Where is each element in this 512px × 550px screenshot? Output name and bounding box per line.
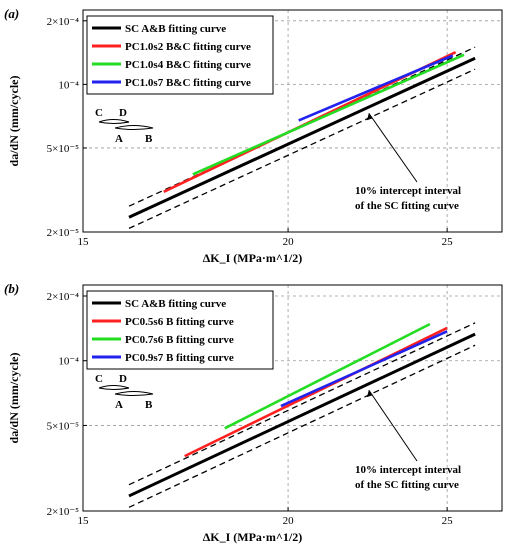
annotation-arrowhead (366, 113, 373, 121)
y-tick-label: 2×10⁻⁵ (47, 227, 80, 239)
plot-frame (82, 9, 503, 233)
annotation-line-2: of the SC fitting curve (355, 479, 459, 491)
legend: SC A&B fitting curve PC1.0s2 B&C fitting … (86, 15, 274, 95)
schematic-label-a: A (115, 399, 123, 411)
annotation-arrow (368, 389, 418, 462)
x-tick-label: 15 (78, 236, 90, 248)
panel-label: (a) (4, 6, 19, 21)
schematic-label-d: D (119, 107, 127, 119)
annotation-line-1: 10% intercept interval (355, 464, 461, 476)
plot-frame (82, 284, 503, 512)
y-tick-label: 10⁻⁴ (58, 356, 79, 368)
legend: SC A&B fitting curve PC0.5s6 B fitting cu… (86, 290, 274, 370)
interval-band-line (128, 322, 476, 486)
chart-panel-2: 15 20 25 2×10⁻⁵ 5×10⁻⁵ 10⁻⁴ 2×10⁻⁴ ΔK_I (MPa·m^… (4, 281, 503, 544)
x-tick-label: 25 (442, 236, 454, 248)
schematic-label-d: D (119, 373, 127, 385)
series-line-2 (184, 326, 448, 458)
legend-entry: SC A&B fitting curve (125, 23, 226, 35)
series-line-3 (192, 53, 465, 176)
legend-entry: PC1.0s2 B&C fitting curve (125, 41, 251, 53)
y-tick-label: 5×10⁻⁵ (47, 143, 80, 155)
legend-entry: PC1.0s4 B&C fitting curve (125, 59, 251, 71)
crack-lower (114, 391, 154, 396)
crack-upper (98, 119, 130, 124)
chart-panel-1: 15 20 25 2×10⁻⁵ 5×10⁻⁵ 10⁻⁴ 2×10⁻⁴ ΔK_I (MPa·m^… (4, 6, 503, 265)
series-line-1 (128, 332, 476, 498)
legend-entry: PC0.9s7 B fitting curve (125, 352, 234, 364)
x-axis-label: ΔK_I (MPa·m^1/2) (203, 530, 302, 544)
crack-lower (114, 125, 154, 130)
legend-entry: PC0.7s6 B fitting curve (125, 334, 234, 346)
panel-label: (b) (4, 281, 19, 296)
crack-schematic: C D A B (95, 107, 154, 145)
x-tick-label: 25 (442, 515, 454, 527)
interval-band-line (128, 68, 476, 229)
schematic-label-b: B (145, 133, 153, 145)
crack-upper (98, 385, 130, 390)
schematic-label-a: A (115, 133, 123, 145)
schematic-label-c: C (95, 107, 103, 119)
y-tick-label: 2×10⁻⁴ (47, 291, 80, 303)
schematic-label-b: B (145, 399, 153, 411)
crack-schematic: C D A B (95, 373, 154, 411)
series-line-1 (128, 56, 476, 219)
annotation-arrow (368, 112, 418, 183)
y-tick-label: 5×10⁻⁵ (47, 420, 80, 432)
x-axis-label: ΔK_I (MPa·m^1/2) (203, 251, 302, 265)
annotation-arrowhead (366, 390, 373, 398)
legend-entry: SC A&B fitting curve (125, 298, 226, 310)
x-tick-label: 20 (283, 515, 295, 527)
schematic-label-c: C (95, 373, 103, 385)
annotation-line-1: 10% intercept interval (355, 185, 461, 197)
interval-band-line (128, 344, 476, 508)
x-tick-label: 20 (283, 236, 295, 248)
x-tick-label: 15 (78, 515, 90, 527)
y-tick-label: 2×10⁻⁵ (47, 506, 80, 518)
annotation-line-2: of the SC fitting curve (355, 200, 459, 212)
series-line-4 (298, 54, 454, 122)
series-line-4 (280, 330, 448, 408)
y-axis-label: da/dN (mm/cycle) (7, 76, 21, 167)
series-line-3 (224, 322, 431, 430)
y-tick-label: 10⁻⁴ (58, 79, 79, 91)
y-tick-label: 2×10⁻⁴ (47, 16, 80, 28)
legend-entry: PC1.0s7 B&C fitting curve (125, 77, 251, 89)
y-axis-label: da/dN (mm/cycle) (7, 353, 21, 444)
legend-entry: PC0.5s6 B fitting curve (125, 316, 234, 328)
